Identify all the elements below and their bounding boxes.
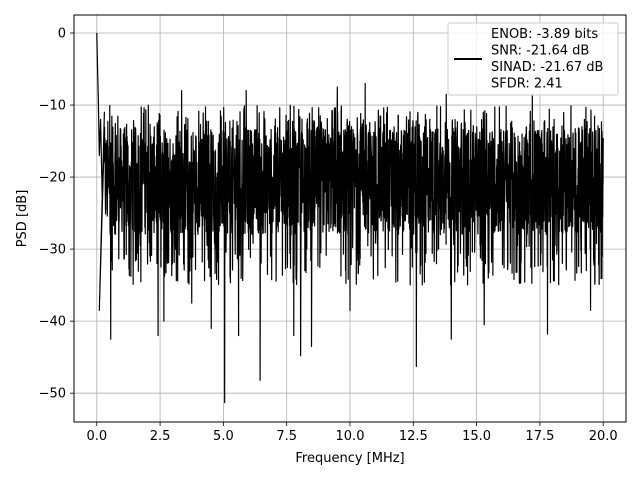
y-tick-label: −20 xyxy=(39,171,66,186)
legend-entry-enob: ENOB: -3.89 bits xyxy=(491,27,598,42)
y-tick-label: −40 xyxy=(39,315,66,330)
y-tick-label: −50 xyxy=(39,387,66,402)
x-axis-label: Frequency [MHz] xyxy=(295,451,404,466)
y-axis-label: PSD [dB] xyxy=(15,190,30,248)
legend-entry-sinad: SINAD: -21.67 dB xyxy=(491,60,603,75)
x-tick-label: 17.5 xyxy=(525,429,554,444)
legend-entry-snr: SNR: -21.64 dB xyxy=(491,44,589,59)
y-tick-label: 0 xyxy=(58,27,66,42)
x-tick-label: 7.5 xyxy=(276,429,297,444)
legend: ENOB: -3.89 bits SNR: -21.64 dB SINAD: -… xyxy=(447,22,619,96)
legend-box xyxy=(447,22,619,96)
y-axis-ticks: 0 −10 −20 −30 −40 −50 xyxy=(39,27,74,402)
x-tick-label: 5.0 xyxy=(213,429,234,444)
y-tick-label: −30 xyxy=(39,243,66,258)
x-tick-label: 0.0 xyxy=(86,429,107,444)
y-tick-label: −10 xyxy=(39,99,66,114)
x-tick-label: 12.5 xyxy=(399,429,428,444)
plot-area xyxy=(96,32,604,404)
x-tick-label: 2.5 xyxy=(150,429,171,444)
x-tick-label: 20.0 xyxy=(589,429,618,444)
x-axis-ticks: 0.0 2.5 5.0 7.5 10.0 12.5 15.0 17.5 20.0 xyxy=(86,422,618,444)
legend-entry-sfdr: SFDR: 2.41 xyxy=(491,77,563,92)
psd-series-line xyxy=(96,32,604,404)
x-tick-label: 10.0 xyxy=(336,429,365,444)
x-tick-label: 15.0 xyxy=(462,429,491,444)
